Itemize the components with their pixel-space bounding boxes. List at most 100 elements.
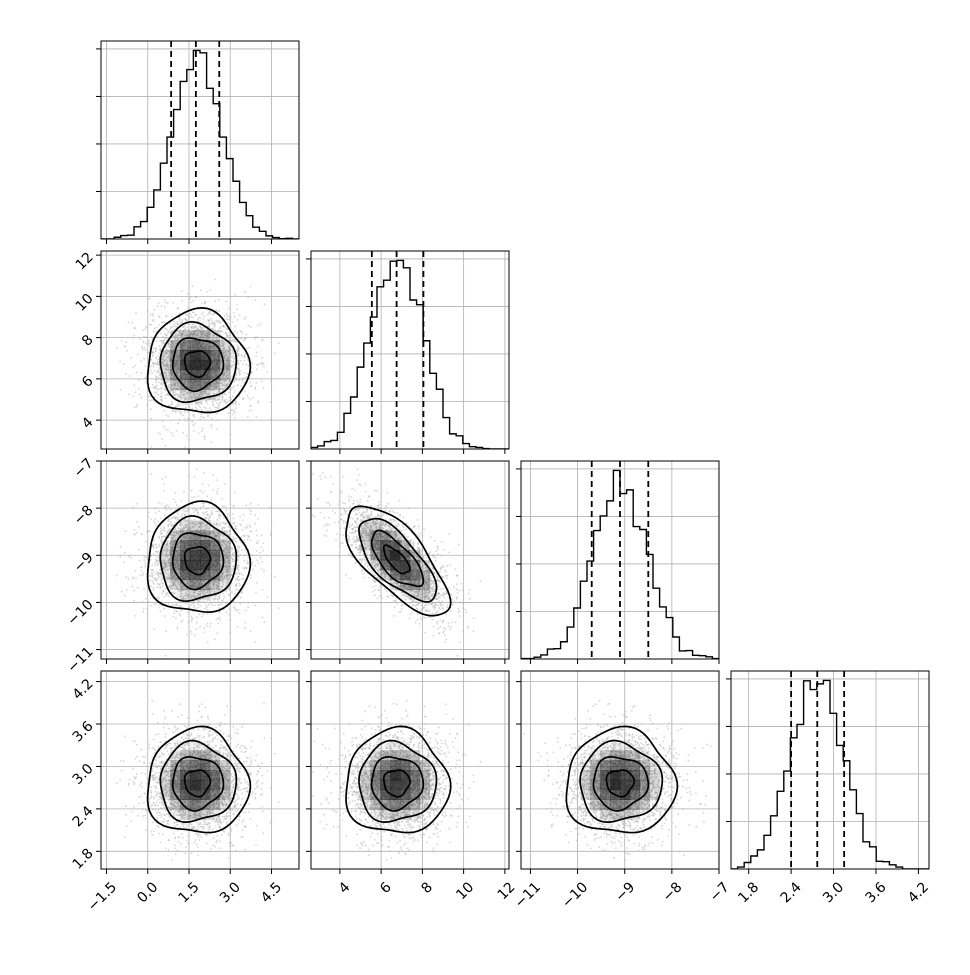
scatter-point [165, 337, 167, 339]
scatter-point [186, 314, 188, 316]
scatter-point [151, 569, 153, 571]
scatter-point [170, 518, 172, 520]
scatter-point [221, 604, 223, 606]
scatter-point [162, 585, 164, 587]
scatter-point [232, 396, 234, 398]
scatter-point [184, 411, 186, 413]
scatter-point [261, 380, 263, 382]
scatter-point [128, 322, 130, 324]
scatter-point [150, 399, 152, 401]
scatter-point [263, 387, 265, 389]
scatter-point [218, 299, 220, 301]
scatter-point [235, 589, 237, 591]
scatter-point [142, 349, 144, 351]
scatter-point [235, 538, 237, 540]
scatter-point [155, 377, 157, 379]
scatter-point [153, 547, 155, 549]
scatter-point [141, 601, 143, 603]
scatter-point [172, 517, 174, 519]
scatter-point [157, 586, 159, 588]
scatter-point [223, 595, 225, 597]
scatter-point [160, 517, 162, 519]
scatter-point [157, 575, 159, 577]
scatter-point [245, 505, 247, 507]
scatter-point [241, 573, 243, 575]
scatter-point [144, 377, 146, 379]
scatter-point [212, 474, 214, 476]
scatter-point [241, 338, 243, 340]
scatter-point [119, 360, 121, 362]
scatter-point [254, 336, 256, 338]
scatter-point [235, 330, 237, 332]
scatter-point [160, 530, 162, 532]
scatter-point [217, 618, 219, 620]
scatter-point [261, 561, 263, 563]
scatter-point [165, 428, 167, 430]
scatter-point [203, 315, 205, 317]
scatter-point [120, 389, 122, 391]
scatter-point [192, 317, 194, 319]
scatter-point [152, 576, 154, 578]
scatter-point [246, 348, 248, 350]
scatter-point [234, 492, 236, 494]
scatter-point [244, 291, 246, 293]
scatter-point [152, 575, 154, 577]
scatter-point [147, 395, 149, 397]
scatter-point [240, 597, 242, 599]
scatter-point [150, 418, 152, 420]
scatter-point [149, 298, 151, 300]
scatter-point [144, 365, 146, 367]
scatter-point [191, 633, 193, 635]
scatter-point [201, 430, 203, 432]
scatter-point [231, 398, 233, 400]
scatter-point [225, 394, 227, 396]
scatter-point [259, 363, 261, 365]
scatter-point [170, 323, 172, 325]
scatter-point [205, 508, 207, 510]
scatter-point [202, 483, 204, 485]
scatter-point [209, 289, 211, 291]
y-tick-label: 6 [79, 373, 97, 391]
scatter-point [263, 542, 265, 544]
scatter-point [202, 428, 204, 430]
scatter-point [153, 570, 155, 572]
scatter-point [153, 520, 155, 522]
scatter-point [203, 627, 205, 629]
scatter-point [252, 569, 254, 571]
scatter-point [145, 541, 147, 543]
scatter-point [123, 363, 125, 365]
scatter-point [246, 554, 248, 556]
scatter-point [249, 524, 251, 526]
scatter-point [208, 484, 210, 486]
scatter-point [171, 401, 173, 403]
scatter-point [166, 582, 168, 584]
scatter-point [146, 608, 148, 610]
scatter-point [252, 554, 254, 556]
scatter-point [252, 397, 254, 399]
scatter-point [157, 388, 159, 390]
scatter-point [243, 540, 245, 542]
scatter-point [214, 604, 216, 606]
scatter-point [233, 505, 235, 507]
scatter-point [225, 509, 227, 511]
scatter-point [133, 590, 135, 592]
scatter-point [238, 403, 240, 405]
scatter-point [180, 605, 182, 607]
scatter-point [247, 606, 249, 608]
scatter-point [198, 514, 200, 516]
scatter-point [244, 357, 246, 359]
scatter-point [231, 571, 233, 573]
scatter-point [155, 350, 157, 352]
scatter-point [136, 371, 138, 373]
scatter-point [141, 347, 143, 349]
scatter-point [187, 404, 189, 406]
scatter-point [152, 354, 154, 356]
scatter-point [159, 604, 161, 606]
scatter-point [239, 612, 241, 614]
scatter-point [161, 322, 163, 324]
scatter-point [199, 613, 201, 615]
scatter-point [197, 495, 199, 497]
scatter-point [176, 430, 178, 432]
scatter-point [167, 329, 169, 331]
scatter-point [145, 382, 147, 384]
